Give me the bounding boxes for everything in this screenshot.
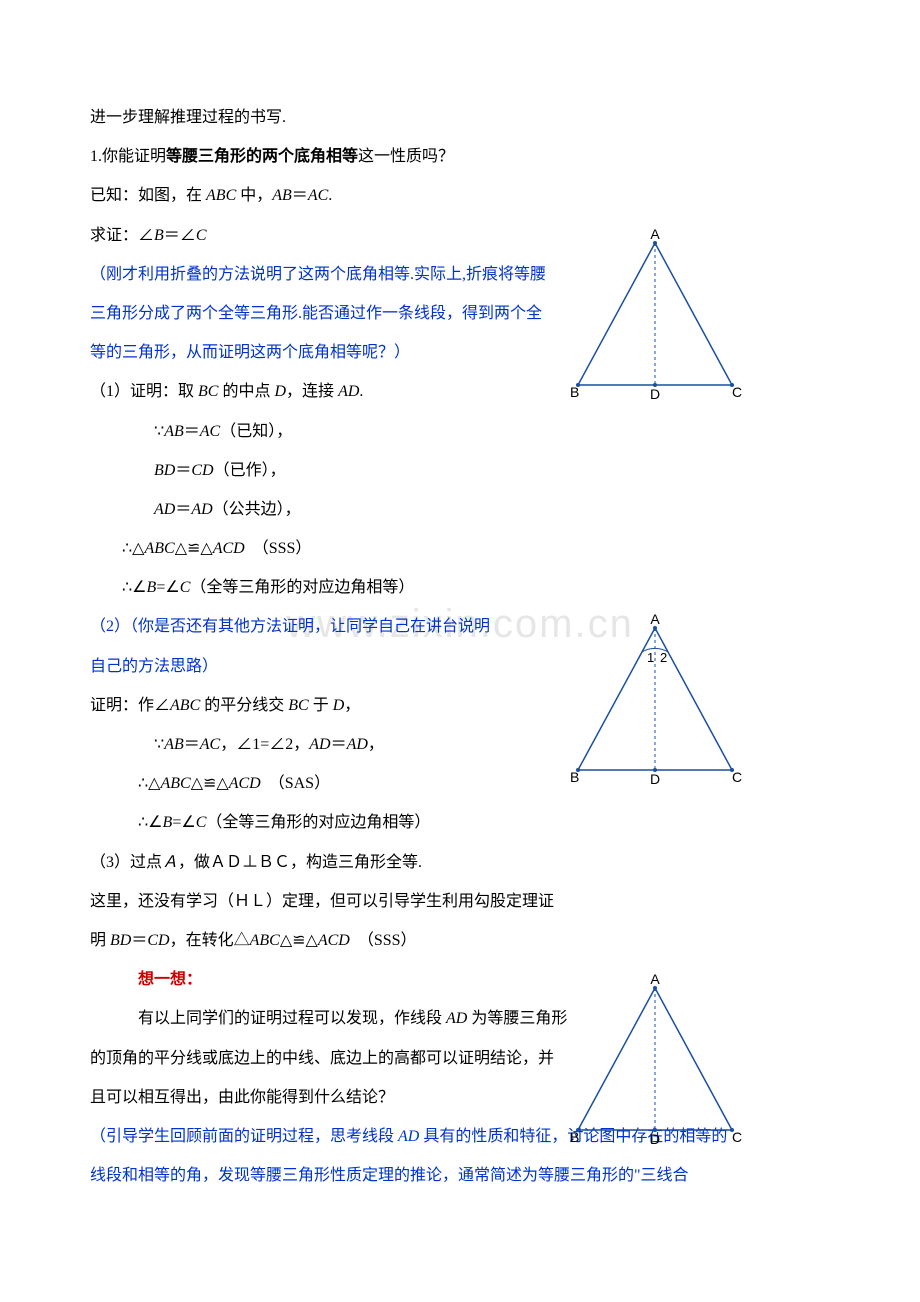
svg-text:D: D [650, 386, 660, 402]
svg-text:C: C [732, 1129, 742, 1145]
text-line: ∴∠B=∠C（全等三角形的对应边角相等） [90, 805, 830, 840]
text-line: 已知：如图，在 ABC 中，AB＝AC. [90, 178, 830, 213]
text-line: 进一步理解推理过程的书写. [90, 100, 830, 135]
figure-triangle-1: A B D C [570, 235, 740, 413]
triangle-svg-1: A B D C [570, 235, 740, 400]
svg-text:D: D [650, 1131, 660, 1147]
svg-text:B: B [570, 384, 579, 400]
text-line: 线段和相等的角，发现等腰三角形性质定理的推论，通常简述为等腰三角形的"三线合 [90, 1158, 830, 1193]
text-line: 1.你能证明等腰三角形的两个底角相等这一性质吗？ [90, 139, 830, 174]
triangle-svg-3: A B D C [570, 980, 740, 1145]
text-line: ∴△ABC△≌△ACD （SSS） [90, 531, 830, 566]
triangle-svg-2: A B D C 1 2 [570, 620, 740, 785]
svg-text:B: B [570, 769, 579, 785]
text-line: （3）过点Ａ，做ＡＤ⊥ＢＣ，构造三角形全等. [90, 845, 830, 880]
document-content: A B D C A B D C 1 2 A B D C 进一步理解推理过程的书写… [90, 100, 830, 1193]
figure-triangle-2: A B D C 1 2 [570, 620, 740, 798]
svg-text:1: 1 [647, 650, 654, 665]
text-line: BD＝CD（已作）， [90, 453, 830, 488]
text-line: ∴∠B=∠C（全等三角形的对应边角相等） [90, 570, 830, 605]
svg-text:B: B [570, 1129, 579, 1145]
svg-text:A: A [650, 971, 660, 987]
svg-text:A: A [650, 611, 660, 627]
text-line: 这里，还没有学习（ＨＬ）定理，但可以引导学生利用勾股定理证 [90, 884, 830, 919]
svg-text:2: 2 [660, 650, 667, 665]
figure-triangle-3: A B D C [570, 980, 740, 1158]
text-line: ∵AB＝AC（已知）， [90, 414, 830, 449]
svg-text:C: C [732, 384, 742, 400]
text-line: AD＝AD（公共边）， [90, 492, 830, 527]
svg-text:A: A [650, 226, 660, 242]
svg-text:C: C [732, 769, 742, 785]
text-line: 明 BD＝CD，在转化△ABC△≌△ACD （SSS） [90, 923, 830, 958]
svg-text:D: D [650, 771, 660, 787]
